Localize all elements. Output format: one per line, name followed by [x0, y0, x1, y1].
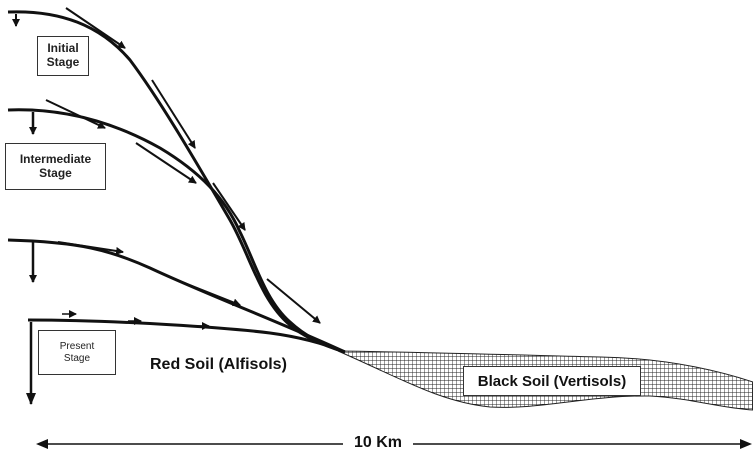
slope-arrow — [266, 278, 321, 324]
distance-label: 10 Km — [343, 434, 413, 452]
red-soil-label: Red Soil (Alfisols) — [150, 356, 287, 373]
slope-arrow — [65, 7, 126, 49]
slope-arrow — [45, 99, 106, 129]
distance-arrowhead-left — [36, 439, 48, 449]
black-soil-label: Black Soil (Vertisols) — [463, 366, 641, 396]
intermediate-stage-label-line1: Intermediate — [19, 151, 92, 166]
slope-arrow — [212, 182, 246, 231]
slope-arrow — [151, 79, 196, 149]
initial-stage-label-line1: Initial — [47, 41, 79, 56]
slope-arrow — [171, 277, 241, 307]
intermediate-stage-label: Intermediate Stage — [5, 143, 106, 190]
distance-arrowhead-right — [740, 439, 752, 449]
present-stage-label: Present Stage — [38, 330, 116, 375]
present-stage-label-line1: Present — [59, 341, 95, 352]
initial-stage-label: Initial Stage — [37, 36, 89, 76]
initial-stage-profile — [7, 10, 346, 354]
slope-arrow — [135, 142, 197, 184]
intermediate-stage-label-line2: Stage — [39, 165, 72, 180]
intermediate-stage-profile — [7, 108, 346, 354]
slope-arrow — [57, 241, 124, 255]
initial-stage-label-line2: Stage — [46, 55, 80, 69]
present-stage-label-line2: Stage — [63, 352, 91, 364]
